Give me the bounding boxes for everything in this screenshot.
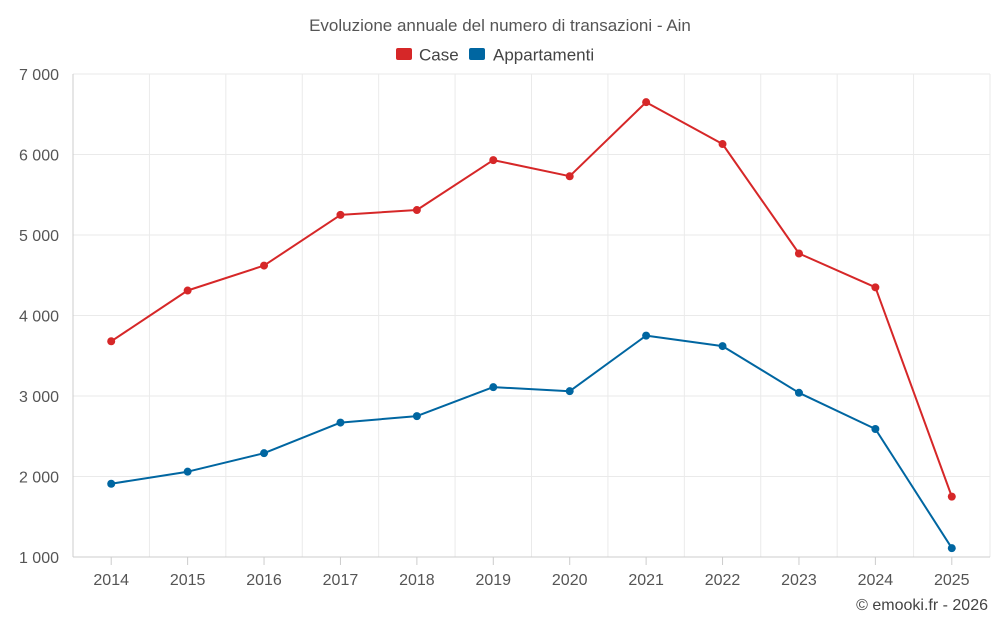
y-tick-label: 7 000 (19, 67, 59, 84)
data-point-case[interactable] (412, 206, 421, 215)
axes: 1 000 2 000 3 000 4 000 5 000 6 000 7 000 2014 2… (19, 67, 990, 589)
data-point-appartamenti[interactable] (183, 467, 192, 476)
x-tick-label: 2018 (399, 572, 435, 589)
data-point-appartamenti[interactable] (718, 342, 727, 351)
data-point-appartamenti[interactable] (336, 418, 345, 427)
data-point-appartamenti[interactable] (642, 331, 651, 340)
x-tick-label: 2020 (552, 572, 588, 589)
data-point-case[interactable] (260, 261, 269, 270)
legend-item-case[interactable]: Case (396, 46, 459, 65)
data-point-case[interactable] (642, 98, 651, 107)
data-point-case[interactable] (489, 156, 498, 165)
gridlines (73, 73, 991, 557)
series (107, 98, 956, 553)
x-tick-label: 2019 (475, 572, 511, 589)
y-tick-label: 6 000 (19, 148, 59, 165)
data-point-appartamenti[interactable] (947, 544, 956, 553)
legend-item-appartamenti[interactable]: Appartamenti (469, 46, 594, 65)
y-tick-label: 1 000 (19, 550, 59, 567)
legend-label-appartamenti: Appartamenti (493, 46, 594, 65)
data-point-case[interactable] (107, 337, 116, 346)
x-tick-label: 2015 (170, 572, 206, 589)
y-tick-label: 2 000 (19, 470, 59, 487)
data-point-case[interactable] (718, 140, 727, 149)
legend-label-case: Case (419, 46, 459, 65)
chart-title: Evoluzione annuale del numero di transaz… (309, 16, 691, 35)
data-point-case[interactable] (794, 249, 803, 258)
x-tick-label: 2025 (934, 572, 970, 589)
x-tick-label: 2017 (323, 572, 359, 589)
series-line-appartamenti (111, 334, 953, 549)
data-point-case[interactable] (565, 172, 574, 181)
legend: Case Appartamenti (396, 46, 594, 65)
data-point-appartamenti[interactable] (260, 449, 269, 458)
data-point-appartamenti[interactable] (871, 425, 880, 434)
x-tick-label: 2024 (858, 572, 894, 589)
data-point-appartamenti[interactable] (107, 479, 116, 488)
data-point-appartamenti[interactable] (412, 412, 421, 421)
y-tick-label: 3 000 (19, 389, 59, 406)
x-tick-label: 2021 (628, 572, 664, 589)
data-point-case[interactable] (183, 286, 192, 295)
credit-text: © emooki.fr - 2026 (856, 597, 988, 614)
legend-swatch-case (396, 48, 412, 60)
x-tick-label: 2022 (705, 572, 741, 589)
y-tick-label: 5 000 (19, 228, 59, 245)
x-tick-label: 2023 (781, 572, 817, 589)
y-tick-label: 4 000 (19, 309, 59, 326)
legend-swatch-appartamenti (469, 48, 485, 60)
x-tick-label: 2014 (93, 572, 129, 589)
series-line-case (110, 101, 953, 497)
data-point-case[interactable] (947, 492, 956, 501)
data-point-appartamenti[interactable] (794, 388, 803, 397)
data-point-case[interactable] (336, 210, 345, 219)
data-point-appartamenti[interactable] (565, 387, 574, 396)
data-point-appartamenti[interactable] (489, 383, 498, 392)
data-point-case[interactable] (871, 283, 880, 292)
x-tick-label: 2016 (246, 572, 282, 589)
